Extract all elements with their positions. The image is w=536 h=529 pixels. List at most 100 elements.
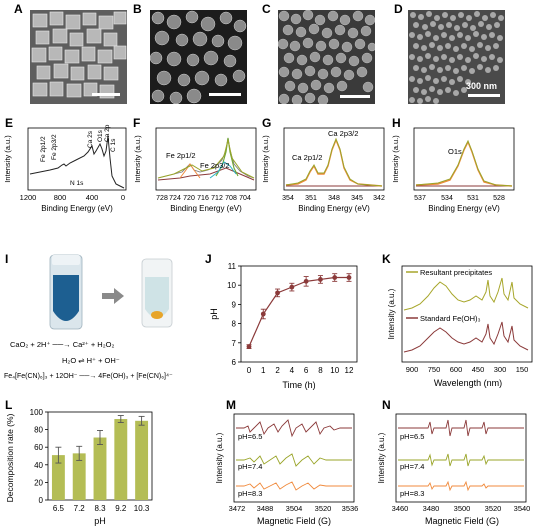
panel-label-g: G: [262, 116, 272, 130]
fe2p-envelope: [157, 139, 255, 179]
tick-f-minor-0: 724: [169, 195, 181, 202]
vial-blue-cap: [52, 255, 80, 265]
sem-image-c: [278, 10, 375, 104]
peak-label-g-1: Ca 2p3/2: [328, 129, 358, 138]
sem-particles-d: [408, 10, 505, 104]
ylabel-g: Intensity (a.u.): [261, 135, 270, 183]
tick-g-2: 348: [328, 195, 340, 202]
ytick-label-l: 60: [34, 443, 43, 452]
xtick-label-l: 8.3: [94, 504, 106, 513]
tick-m-2: 3504: [286, 504, 303, 513]
plot-frame-m: [233, 413, 355, 503]
xps-o1s-chart: Intensity (a.u.) 537 534 531 528 Binding…: [391, 127, 515, 213]
decomposition-bar: [51, 455, 65, 500]
esr-m-label-1: pH=7.4: [238, 462, 262, 471]
tick-m-3: 3520: [315, 504, 332, 513]
tick-f-0: 728: [156, 195, 168, 202]
panel-label-l: L: [5, 398, 13, 412]
xtick-label-l: 9.2: [115, 504, 127, 513]
sem-image-b: [150, 10, 247, 104]
xlabel-g: Binding Energy (eV): [298, 204, 370, 213]
plot-frame-n: [395, 413, 527, 503]
ph-point: [246, 344, 252, 350]
peak-label-e-1: Fe 2p3/2: [51, 134, 58, 160]
vial-blue-liquid: [53, 275, 79, 321]
raman-series-resultant: [403, 277, 529, 311]
ph-point: [346, 275, 352, 280]
ytick-label-l: 80: [34, 426, 43, 435]
sem-particles-c: [278, 10, 375, 104]
xtick-label-j: 10: [330, 366, 339, 375]
peak-label-e-0: Fe 2p1/2: [40, 136, 47, 162]
tick-h-0: 537: [414, 195, 426, 202]
ytick-label-j: 9: [232, 300, 237, 309]
esr-chart-n: pH=6.5 pH=7.4 pH=8.3 Intensity (a.u.) 34…: [377, 413, 531, 526]
xtick-label-j: 12: [345, 366, 354, 375]
ylabel-l: Decomposition rate (%): [5, 413, 15, 502]
tick-k-4: 300: [494, 365, 507, 374]
panel-label-k: K: [382, 252, 391, 266]
ylabel-k: Intensity (a.u.): [387, 288, 396, 339]
xtick-label-j: 6: [304, 366, 309, 375]
sem-image-a: [30, 10, 127, 104]
tick-m-1: 3488: [257, 504, 274, 513]
panel-label-b: B: [133, 2, 142, 16]
scale-bar-c: [340, 95, 370, 98]
xtick-label-j: 2: [275, 366, 280, 375]
sem-particles-b: [150, 10, 247, 104]
tick-h-3: 528: [493, 195, 505, 202]
vial-clear-liquid: [145, 277, 169, 318]
xps-survey-chart: Intensity (a.u.) 1200 800 400 0 Binding …: [3, 124, 127, 213]
tick-n-3: 3520: [485, 504, 502, 513]
tick-f-1: 720: [183, 195, 195, 202]
ca2p-fit: [285, 138, 383, 187]
ph-point: [303, 278, 309, 284]
peak-label-f-0: Fe 2p1/2: [166, 151, 196, 160]
tick-k-3: 450: [472, 365, 485, 374]
esr-n-series-1: [398, 453, 524, 467]
decomposition-bar: [135, 420, 149, 500]
panel-label-j: J: [205, 252, 212, 266]
tick-f-3: 704: [239, 195, 251, 202]
plot-frame-k: [401, 265, 533, 363]
tick-m-0: 3472: [229, 504, 246, 513]
tick-e-1: 800: [54, 193, 67, 202]
tick-f-2: 712: [211, 195, 223, 202]
tick-g-4: 342: [373, 195, 385, 202]
tick-k-2: 600: [450, 365, 463, 374]
scale-bar-d: [468, 94, 500, 97]
tick-k-0: 900: [406, 365, 419, 374]
scale-text-d: 300 nm: [466, 81, 498, 91]
ca2p-raw: [285, 137, 383, 187]
ph-point: [318, 277, 323, 282]
ph-point: [260, 311, 266, 317]
xps-ca2p-chart: Intensity (a.u.) 354 351 348 345 342 Bin…: [261, 127, 385, 213]
esr-m-series-0: [236, 419, 352, 438]
xlabel-l: pH: [94, 516, 106, 526]
xps-fe2p-chart: Intensity (a.u.) 728 720 712 704 724 716…: [133, 127, 257, 213]
tick-e-0: 1200: [20, 193, 37, 202]
tick-m-4: 3536: [342, 504, 359, 513]
peak-label-e-5: C 1s: [110, 138, 117, 152]
tick-n-4: 3540: [514, 504, 531, 513]
panel-label-a: A: [14, 2, 23, 16]
panel-label-d: D: [394, 2, 403, 16]
esr-m-series-1: [236, 453, 352, 467]
ytick-label-l: 0: [39, 496, 44, 505]
tick-g-1: 351: [305, 195, 317, 202]
panel-label-e: E: [5, 116, 14, 130]
esr-n-label-1: pH=7.4: [400, 462, 424, 471]
panel-label-f: F: [133, 116, 141, 130]
peak-label-f-1: Fe 2p3/2: [200, 161, 230, 170]
xlabel-h: Binding Energy (eV): [428, 204, 500, 213]
ytick-label-j: 6: [232, 358, 237, 367]
equation-3: Fe₄[Fe(CN)₆]₃ + 12OH⁻ ──→ 4Fe(OH)₃ + [Fe…: [4, 373, 173, 380]
xtick-label-l: 7.2: [74, 504, 86, 513]
xtick-label-j: 0: [247, 366, 252, 375]
vial-photo: [40, 253, 190, 333]
tick-n-1: 3480: [423, 504, 440, 513]
tick-h-1: 534: [441, 195, 453, 202]
ph-point: [275, 290, 280, 296]
esr-m-label-2: pH=8.3: [238, 489, 262, 498]
